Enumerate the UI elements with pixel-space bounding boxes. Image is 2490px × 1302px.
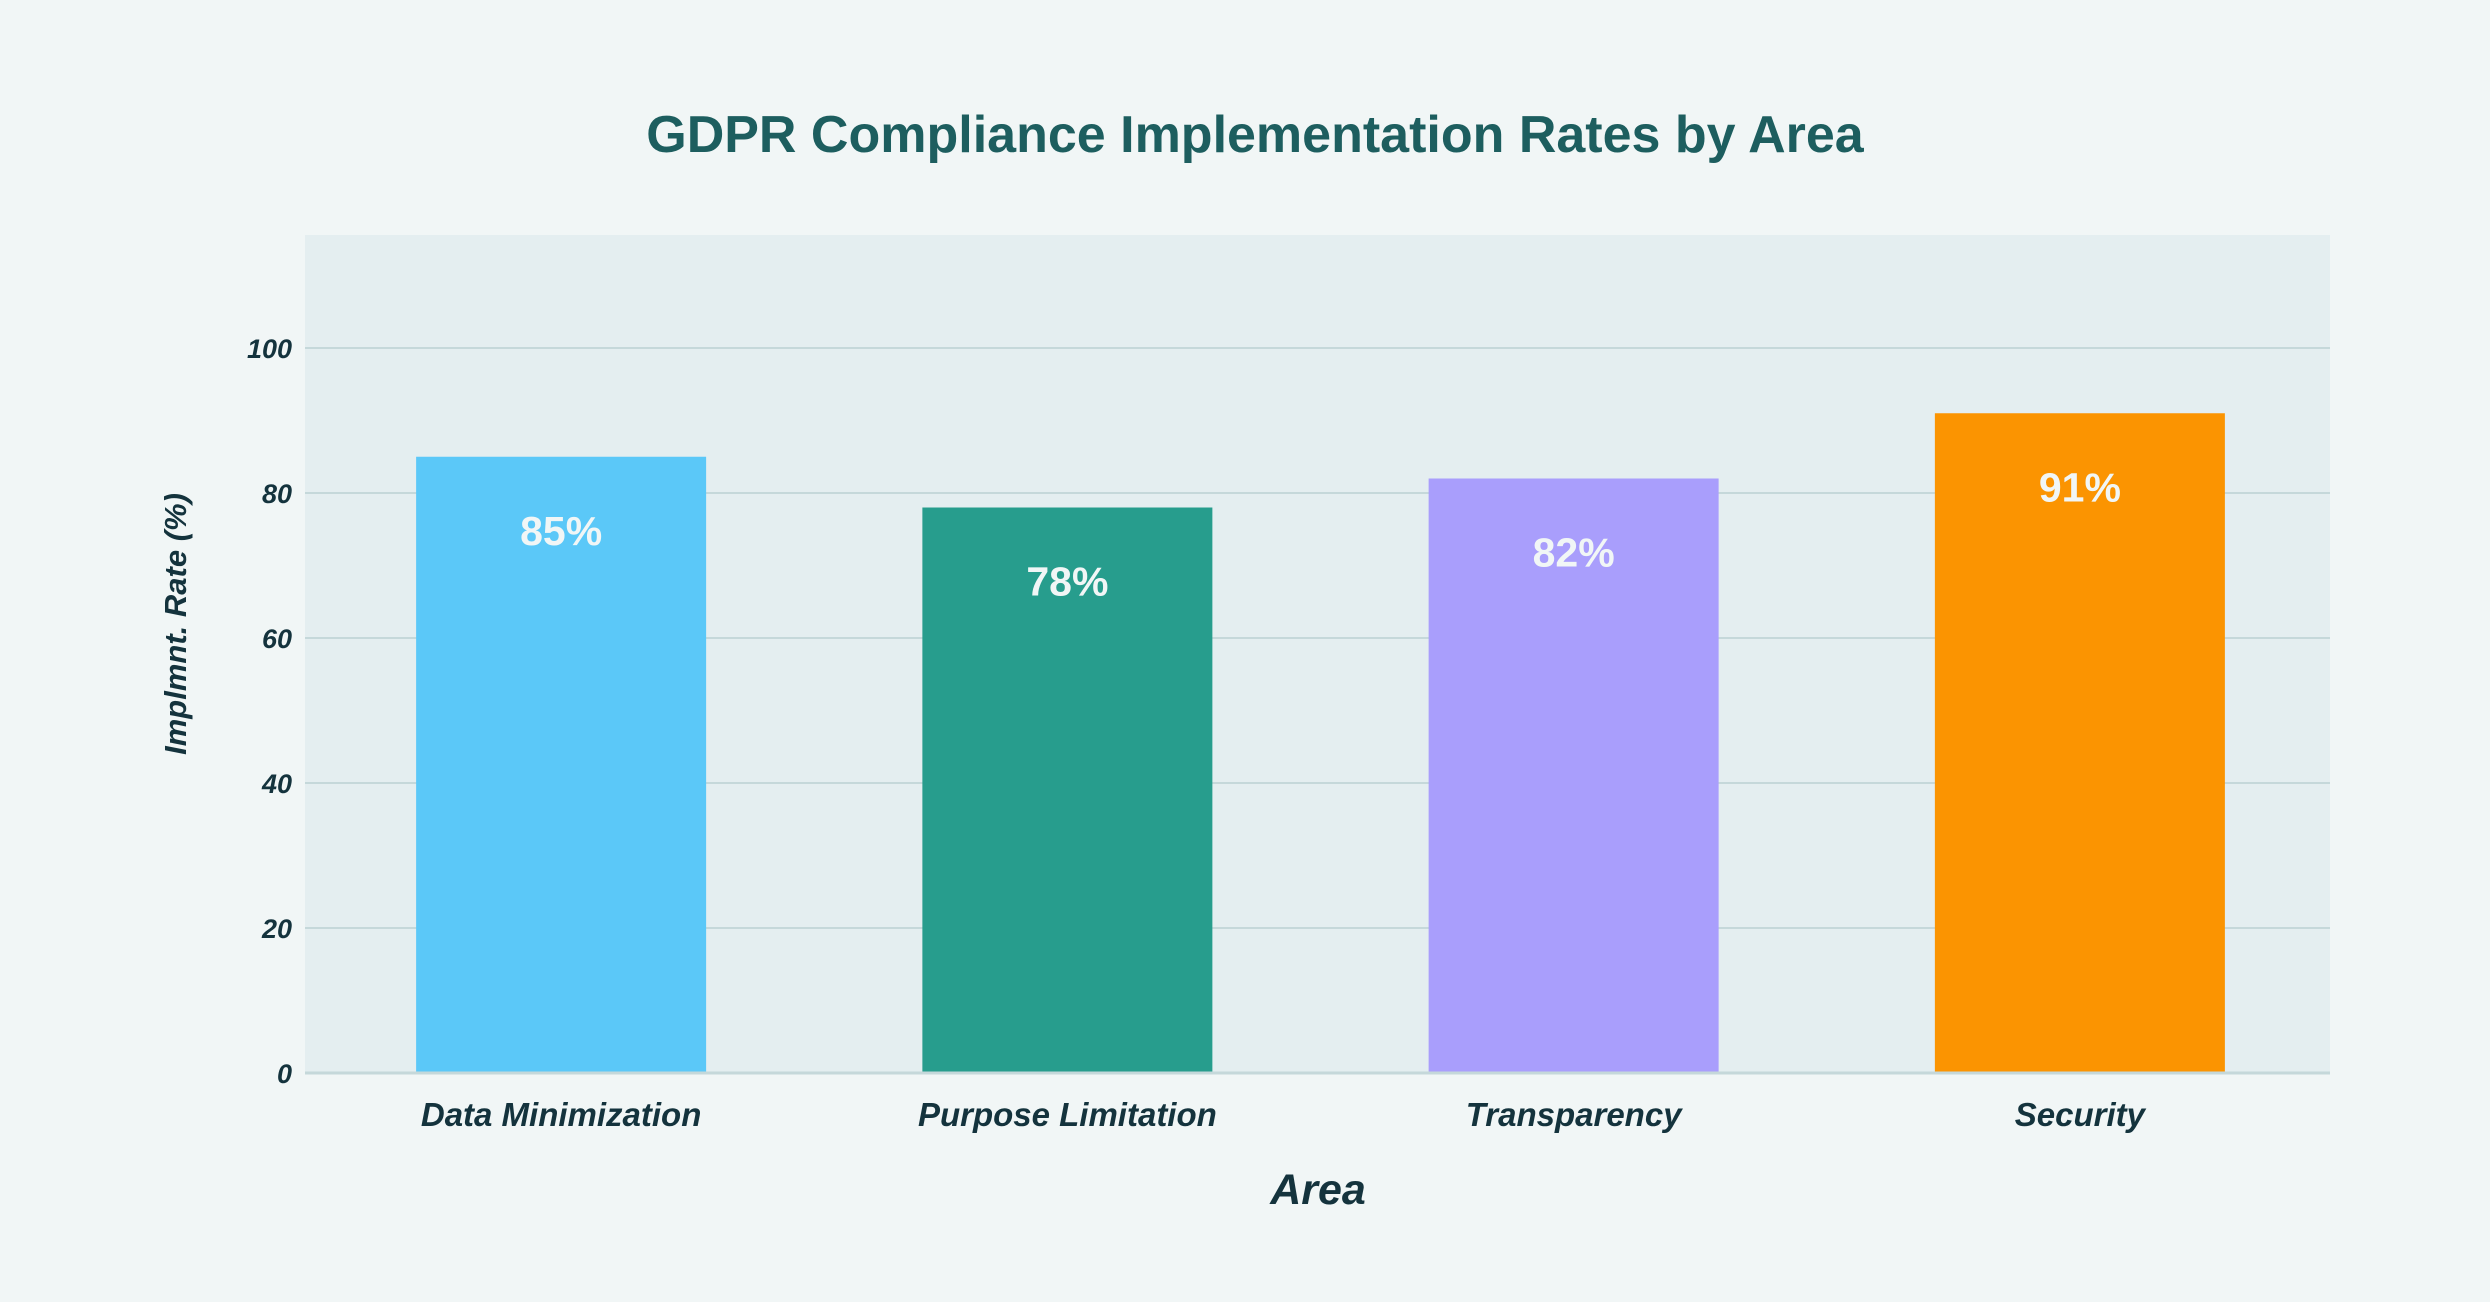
chart-title: GDPR Compliance Implementation Rates by …	[646, 106, 1865, 164]
bars	[416, 413, 2225, 1073]
y-axis-ticks: 0 20 40 60 80 100	[247, 334, 292, 1089]
bar-value-labels: 85% 78% 82% 91%	[520, 464, 2121, 604]
y-tick-label: 0	[277, 1059, 292, 1089]
x-tick-label: Security	[2015, 1096, 2147, 1133]
x-axis-ticks: Data Minimization Purpose Limitation Trans…	[421, 1096, 2147, 1133]
y-axis-label: Implmnt. Rate (%)	[158, 493, 193, 755]
y-tick-label: 20	[261, 914, 292, 944]
bar-value-label: 85%	[520, 508, 602, 554]
x-tick-label: Data Minimization	[421, 1096, 702, 1133]
y-tick-label: 40	[261, 769, 292, 799]
x-tick-label: Purpose Limitation	[918, 1096, 1217, 1133]
bar	[1428, 478, 1719, 1073]
bar-value-label: 82%	[1533, 530, 1615, 576]
bar-value-label: 91%	[2039, 464, 2121, 510]
y-tick-label: 100	[247, 334, 292, 364]
bar	[922, 507, 1213, 1073]
x-axis-label: Area	[1269, 1166, 1366, 1214]
y-tick-label: 80	[262, 479, 292, 509]
y-tick-label: 60	[262, 624, 292, 654]
bar	[1934, 413, 2225, 1073]
x-tick-label: Transparency	[1466, 1096, 1683, 1133]
bar	[416, 456, 707, 1073]
bar-value-label: 78%	[1026, 559, 1108, 605]
